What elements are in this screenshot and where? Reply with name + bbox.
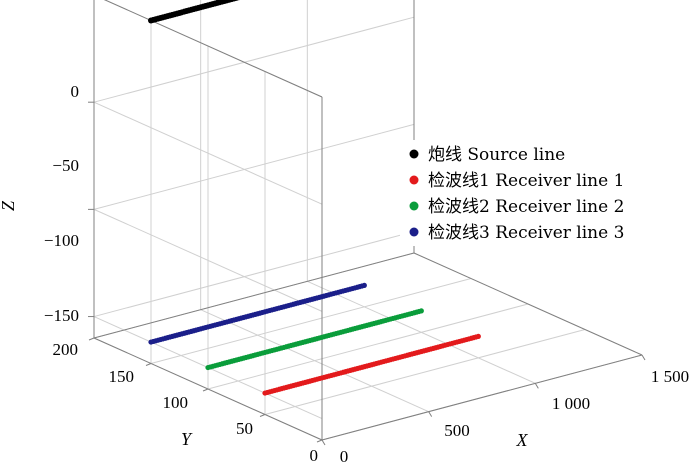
x-tick-mark — [641, 354, 646, 361]
x-axis-ticks: 0 500 1 000 1 500 — [340, 367, 689, 466]
grid-line — [150, 278, 472, 364]
data-point — [234, 0, 239, 1]
y-axis-ticks: 0 50 100 150 200 — [53, 340, 319, 465]
series-0 — [148, 0, 240, 24]
legend-label: 检波线3 Receiver line 3 — [428, 223, 624, 243]
y-tick-mark — [202, 388, 209, 392]
y-tick-label: 150 — [109, 367, 135, 386]
data-point — [418, 308, 424, 314]
x-tick-mark — [428, 411, 433, 417]
data-point — [361, 282, 367, 288]
legend-marker — [409, 149, 419, 159]
legend-label: 炮线 Source line — [428, 145, 565, 165]
axes-box-edge — [321, 354, 643, 441]
grid-line — [93, 101, 323, 205]
x-axis-label: X — [516, 430, 529, 450]
axes-box-edge — [93, 252, 415, 339]
grid-line — [207, 303, 529, 390]
data-point — [475, 333, 481, 339]
y-axis-label: Y — [181, 429, 193, 449]
z-tick-label: −100 — [44, 231, 79, 250]
series-3 — [148, 282, 367, 345]
grid-line — [93, 231, 415, 318]
series-1 — [262, 333, 481, 396]
x-tick-label: 1 000 — [552, 394, 590, 413]
x-tick-label: 0 — [340, 447, 349, 466]
y-tick-mark — [88, 337, 95, 341]
y-tick-label: 100 — [163, 393, 189, 412]
z-axis-label: Z — [0, 200, 18, 211]
grid-line — [264, 329, 586, 415]
axes-box-edge — [413, 252, 643, 356]
z-tick-label: −50 — [52, 156, 79, 175]
x-tick-label: 1 500 — [651, 367, 689, 386]
series-layer — [148, 0, 481, 396]
z-tick-label: 0 — [71, 82, 80, 101]
legend-label: 检波线2 Receiver line 2 — [428, 197, 624, 217]
y-tick-mark — [259, 414, 266, 417]
grid-line — [93, 16, 415, 103]
legend-marker — [409, 227, 419, 237]
y-tick-mark — [145, 363, 152, 366]
x-tick-mark — [534, 383, 539, 389]
y-tick-label: 200 — [53, 340, 79, 359]
axes-box-edge — [103, 0, 323, 98]
legend-marker — [409, 175, 419, 185]
z-axis-ticks: 0 −50 −100 −150 — [44, 82, 79, 325]
grid-line — [93, 208, 323, 312]
x-tick-mark — [321, 439, 326, 446]
legend-marker — [409, 201, 419, 211]
y-tick-mark — [316, 439, 323, 443]
legend-label: 检波线1 Receiver line 1 — [428, 171, 624, 191]
legend-box — [400, 140, 682, 246]
x-tick-label: 500 — [444, 421, 470, 440]
y-tick-label: 50 — [236, 419, 253, 438]
grid-line — [93, 123, 415, 210]
legend: 炮线 Source line 检波线1 Receiver line 1 检波线2… — [400, 140, 682, 246]
y-tick-label: 0 — [310, 446, 319, 465]
series-2 — [205, 308, 424, 371]
z-tick-label: −150 — [44, 306, 79, 325]
